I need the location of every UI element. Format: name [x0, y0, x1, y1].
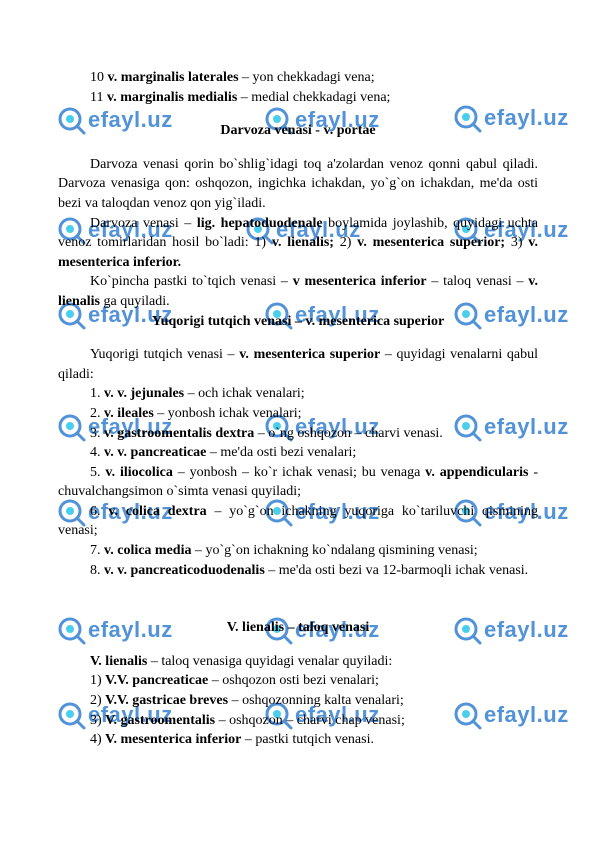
list-item-5: 5. v. iliocolica – yonbosh – ko`r ichak … [58, 463, 538, 502]
text: 2. [90, 406, 104, 421]
text: 4. [90, 445, 104, 460]
text: 8. [90, 563, 104, 578]
text: – oshqozon – charvi chap venasi; [215, 713, 405, 728]
list-item-4: 4. v. v. pancreaticae – me'da osti bezi … [58, 443, 538, 463]
text: 3) [505, 235, 528, 250]
text: 11 [90, 90, 107, 105]
text: 1. [90, 386, 104, 401]
term: V. lienalis [90, 654, 147, 669]
text: – yo`g`on ichakning ko`ndalang qismining… [192, 543, 478, 558]
term: v. gastroomentalis dextra [104, 426, 254, 441]
text: – oshqozonning kalta venalari; [228, 693, 404, 708]
term: v. marginalis medialis [107, 90, 237, 105]
term: v. iliocolica [105, 465, 172, 480]
text: 3) [90, 713, 105, 728]
term: v. marginalis laterales [108, 70, 239, 85]
text: 4) [90, 732, 105, 747]
text: 10 [90, 70, 108, 85]
list-item-6: 6. v. colica dextra – yo`g`on ichakning … [58, 502, 538, 541]
text: 1) [90, 673, 105, 688]
heading-yuqorigi: Yuqorigi tutqich venasi – v. mesenterica… [58, 312, 538, 332]
line-10: 10 v. marginalis laterales – yon chekkad… [58, 68, 538, 88]
term: v. v. pancreaticoduodenalis [104, 563, 265, 578]
blist-item-2: 2) V.V. gastricae breves – oshqozonning … [58, 691, 538, 711]
term: v. v. jejunales [104, 386, 184, 401]
text: – me'da osti bezi va 12-barmoqli ichak v… [265, 563, 528, 578]
text: – yon chekkadagi vena; [239, 70, 375, 85]
text: – medial chekkadagi vena; [237, 90, 390, 105]
text: 3. [90, 426, 104, 441]
term: v mesenterica inferior [293, 274, 427, 289]
term: V.V. pancreaticae [105, 673, 208, 688]
heading-lienalis: V. lienalis – taloq venasi [58, 618, 538, 638]
paragraph-1: Darvoza venasi qorin bo`shlig`idagi toq … [58, 155, 538, 214]
text: – taloq venasiga quyidagi venalar quyila… [147, 654, 392, 669]
term: v. ileales [104, 406, 154, 421]
text: – taloq venasi – [427, 274, 529, 289]
text: 2) [334, 235, 357, 250]
paragraph-lienalis: V. lienalis – taloq venasiga quyidagi ve… [58, 652, 538, 672]
list-item-3: 3. v. gastroomentalis dextra – o`ng oshq… [58, 424, 538, 444]
heading-darvoza: Darvoza venasi - v. portae [58, 121, 538, 141]
term: V. gastroomentalis [105, 713, 215, 728]
text: ga quyiladi. [100, 294, 170, 309]
text: – o`ng oshqozon – charvi venasi. [254, 426, 443, 441]
term: V. mesenterica inferior [105, 732, 241, 747]
text: 2) [90, 693, 105, 708]
list-item-7: 7. v. colica media – yo`g`on ichakning k… [58, 541, 538, 561]
term: v. lienalis; [272, 235, 334, 250]
text: 5. [90, 465, 105, 480]
text: – me'da osti bezi venalari; [206, 445, 356, 460]
list-item-2: 2. v. ileales – yonbosh ichak venalari; [58, 404, 538, 424]
paragraph-4: Yuqorigi tutqich venasi – v. mesenterica… [58, 345, 538, 384]
paragraph-2: Darvoza venasi – lig. hepatoduodenale bo… [58, 214, 538, 273]
paragraph-3: Ko`pincha pastki to`tqich venasi – v mes… [58, 272, 538, 311]
term: v. colica media [104, 543, 192, 558]
text: – oshqozon osti bezi venalari; [208, 673, 379, 688]
list-item-1: 1. v. v. jejunales – och ichak venalari; [58, 384, 538, 404]
text: – yonbosh – ko`r ichak venasi; bu venaga [173, 465, 425, 480]
text: 7. [90, 543, 104, 558]
term: v. colica dextra [108, 504, 206, 519]
document-content: 10 v. marginalis laterales – yon chekkad… [58, 68, 538, 750]
term: lig. hepatoduodenale [197, 216, 323, 231]
text: – pastki tutqich venasi. [241, 732, 374, 747]
term: V.V. gastricae breves [105, 693, 228, 708]
text: Yuqorigi tutqich venasi – [90, 347, 239, 362]
text: Darvoza venasi – [90, 216, 197, 231]
text: – och ichak venalari; [184, 386, 305, 401]
text: Ko`pincha pastki to`tqich venasi – [90, 274, 293, 289]
blist-item-3: 3) V. gastroomentalis – oshqozon – charv… [58, 711, 538, 731]
line-11: 11 v. marginalis medialis – medial chekk… [58, 88, 538, 108]
term: v. appendicularis [425, 465, 528, 480]
term: v. v. pancreaticae [104, 445, 206, 460]
blist-item-1: 1) V.V. pancreaticae – oshqozon osti bez… [58, 671, 538, 691]
list-item-8: 8. v. v. pancreaticoduodenalis – me'da o… [58, 561, 538, 581]
text: – yonbosh ichak venalari; [154, 406, 302, 421]
term: v. mesenterica superior; [357, 235, 505, 250]
blist-item-4: 4) V. mesenterica inferior – pastki tutq… [58, 730, 538, 750]
term: v. mesenterica superior [239, 347, 380, 362]
text: 6. [90, 504, 108, 519]
